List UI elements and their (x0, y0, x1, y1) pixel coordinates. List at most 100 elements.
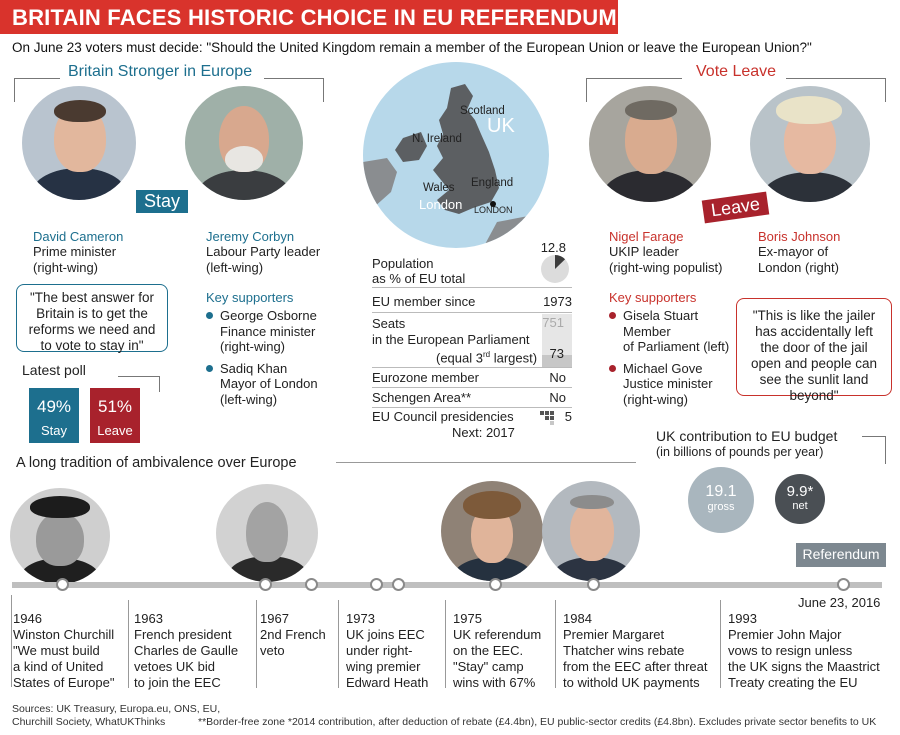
schengen-value: No (549, 390, 566, 405)
poll-stay-percent: 49% (36, 397, 72, 416)
council-squares-icon (540, 411, 558, 425)
timeline-event-1975: 1975 UK referendum on the EEC. "Stay" ca… (453, 611, 553, 691)
council-next: Next: 2017 (452, 425, 515, 440)
member-label: EU member since (372, 294, 476, 309)
poll-leave-percent: 51% (97, 397, 133, 416)
timeline-divider (128, 600, 129, 688)
supporter-wing: of Parliament (left) (623, 339, 730, 354)
johnson-role: Ex-mayor of (758, 244, 829, 259)
schengen-label: Schengen Area** (372, 390, 472, 405)
eurozone-label: Eurozone member (372, 370, 479, 385)
corbyn-role: Labour Party leader (206, 244, 321, 259)
stat-row-eurozone: Eurozone member No (372, 369, 572, 388)
map-label-scotland: Scotland (460, 105, 505, 117)
population-value: 12.8 (540, 240, 566, 255)
leave-bracket-right (786, 78, 886, 102)
timeline-dot-1946 (56, 578, 69, 591)
stay-supporters-list: George Osborne Finance minister (right-w… (206, 308, 336, 413)
stat-row-council: EU Council presidencies Next: 2017 5 (372, 409, 572, 440)
event-line: Premier John Major (728, 627, 842, 642)
event-year: 1967 (260, 611, 289, 626)
event-line: Edward Heath (346, 675, 429, 690)
footer-notes: **Border-free zone *2014 contribution, a… (198, 716, 877, 728)
event-line: States of Europe" (13, 675, 115, 690)
supporter-name: George Osborne (220, 308, 317, 323)
portrait-cameron (22, 86, 136, 200)
farage-name: Nigel Farage (609, 229, 684, 244)
event-line: Thatcher wins rebate (563, 643, 685, 658)
event-line: under right- (346, 643, 413, 658)
event-line: from the EEC after threat (563, 659, 708, 674)
event-line: 2nd French (260, 627, 326, 642)
seats-bar-uk (542, 355, 572, 367)
portrait-thatcher (441, 481, 543, 581)
timeline-divider (11, 595, 12, 687)
timeline-heading-rule (336, 462, 636, 463)
budget-net-circle: 9.9* net (775, 474, 825, 524)
portrait-farage (589, 86, 711, 202)
timeline-dot-1963 (259, 578, 272, 591)
timeline-dot-1967 (305, 578, 318, 591)
budget-gross-value: 19.1 (705, 483, 737, 500)
portrait-churchill (10, 488, 110, 584)
stay-tag: Stay (136, 190, 189, 213)
uk-stats-table: Population as % of EU total 12.8 EU memb… (372, 238, 572, 440)
event-line: UK joins EEC (346, 627, 425, 642)
map-label-england: England (471, 177, 514, 189)
cameron-name: David Cameron (33, 229, 124, 244)
event-line: Treaty creating the EU (728, 675, 858, 690)
footer-sources: Sources: UK Treasury, Europa.eu, ONS, EU… (12, 703, 220, 729)
poll-title: Latest poll (22, 362, 86, 378)
supporter-wing: (left-wing) (220, 391, 278, 407)
uk-map: Scotland N. Ireland UK England Wales Lon… (363, 62, 549, 248)
event-year: 1973 (346, 611, 375, 626)
event-line: to join the EEC (134, 675, 221, 690)
leave-campaign-heading: Vote Leave (696, 63, 777, 80)
list-item: George Osborne Finance minister (right-w… (206, 308, 336, 355)
seats-uk: 73 (549, 346, 564, 361)
timeline-event-1963: 1963 French president Charles de Gaulle … (134, 611, 254, 691)
supporter-wing: (right-wing) (220, 339, 286, 354)
supporter-role: Justice minister (623, 376, 713, 391)
timeline-line (12, 582, 882, 588)
portrait-major (542, 481, 640, 581)
event-line: veto (260, 643, 285, 658)
sources-line-2: Churchill Society, WhatUKThinks (12, 716, 166, 728)
timeline-dot-2016 (837, 578, 850, 591)
list-item: Gisela Stuart Member of Parliament (left… (609, 308, 739, 355)
timeline-event-1946: 1946 Winston Churchill "We must build a … (13, 611, 125, 691)
stay-campaign-heading: Britain Stronger in Europe (68, 63, 253, 80)
stay-bracket-left (14, 78, 60, 102)
event-line: "We must build (13, 643, 100, 658)
event-year: 1975 (453, 611, 482, 626)
population-label: Population (372, 256, 434, 271)
poll-bracket (118, 376, 160, 392)
population-pie (541, 255, 569, 283)
eurozone-value: No (549, 370, 566, 385)
stay-supporters-heading: Key supporters (206, 290, 294, 305)
event-line: Charles de Gaulle (134, 643, 239, 658)
seats-label: Seats (372, 316, 406, 331)
timeline-dot-1975 (489, 578, 502, 591)
cameron-info: David Cameron Prime minister (right-wing… (33, 229, 123, 276)
leave-supporters-list: Gisela Stuart Member of Parliament (left… (609, 308, 739, 413)
supporter-name: Michael Gove (623, 360, 703, 376)
leave-supporters-heading: Key supporters (609, 290, 697, 305)
johnson-name: Boris Johnson (758, 229, 841, 244)
corbyn-name: Jeremy Corbyn (206, 229, 295, 244)
event-line: "Stay" camp (453, 659, 524, 674)
event-year: 1963 (134, 611, 163, 626)
portrait-de-gaulle (216, 484, 318, 582)
timeline-divider (720, 600, 721, 688)
budget-gross-circle: 19.1 gross (688, 467, 754, 533)
timeline-event-1993: 1993 Premier John Major vows to resign u… (728, 611, 894, 691)
seats-note-prefix: (equal 3 (436, 350, 483, 366)
timeline-event-1984: 1984 Premier Margaret Thatcher wins reba… (563, 611, 719, 691)
portrait-corbyn (185, 86, 303, 200)
timeline-heading: A long tradition of ambivalence over Eur… (16, 455, 297, 471)
poll-stay-label: Stay (40, 423, 67, 438)
event-line: Winston Churchill (13, 627, 115, 642)
referendum-label: Referendum (796, 543, 886, 567)
uk-map-shape (363, 84, 549, 248)
budget-title: UK contribution to EU budget (656, 428, 838, 444)
